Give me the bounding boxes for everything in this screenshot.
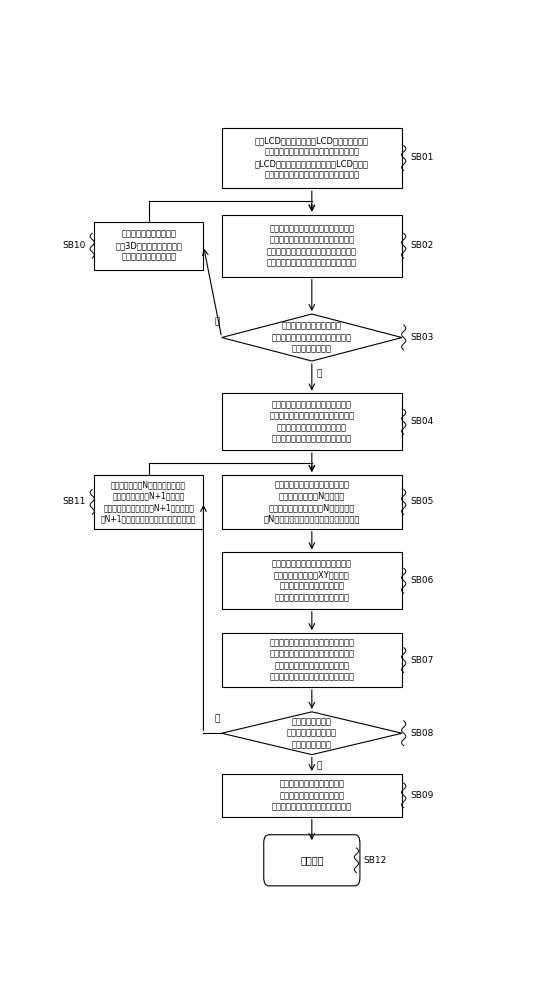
Text: 流程结束: 流程结束 xyxy=(300,855,324,865)
FancyBboxPatch shape xyxy=(222,552,402,609)
Text: SB04: SB04 xyxy=(410,417,433,426)
Text: SB09: SB09 xyxy=(410,791,434,800)
FancyBboxPatch shape xyxy=(222,215,402,277)
FancyBboxPatch shape xyxy=(222,633,402,687)
Text: SB03: SB03 xyxy=(410,333,434,342)
Text: SB07: SB07 xyxy=(410,656,434,665)
Text: SB02: SB02 xyxy=(410,241,433,250)
FancyBboxPatch shape xyxy=(222,128,402,188)
Polygon shape xyxy=(222,712,402,755)
Text: 开启LCD光固化打印机使LCD屏载入标定像素
坐标点透光块矩阵图像并将半透光单元覆盖
于LCD屏背光面使光源照射光透过LCD屏透光
块照射于半透光单元产生光斑矩: 开启LCD光固化打印机使LCD屏载入标定像素 坐标点透光块矩阵图像并将半透光单元… xyxy=(255,136,369,180)
FancyBboxPatch shape xyxy=(264,835,360,886)
Text: SB05: SB05 xyxy=(410,497,434,506)
Text: SB06: SB06 xyxy=(410,576,434,585)
Text: 控制单元根据得到的每个灰度
掩膜切片图像全屏优化灰度值
对各个切片掩膜图像进行光固化打印: 控制单元根据得到的每个灰度 掩膜切片图像全屏优化灰度值 对各个切片掩膜图像进行光… xyxy=(272,779,352,811)
FancyBboxPatch shape xyxy=(94,475,203,529)
Text: 否: 否 xyxy=(214,714,219,723)
Text: SB01: SB01 xyxy=(410,153,434,162)
Text: SB11: SB11 xyxy=(63,497,86,506)
Text: 否: 否 xyxy=(317,369,322,378)
Text: SB12: SB12 xyxy=(363,856,386,865)
FancyBboxPatch shape xyxy=(94,222,203,270)
Text: SB10: SB10 xyxy=(63,241,86,250)
Text: 控制单元判断各个
全屏优化灰度值是否都
大于或等于预设值: 控制单元判断各个 全屏优化灰度值是否都 大于或等于预设值 xyxy=(287,717,337,749)
Text: 控制单元通过图像拍摄单元获取半透光
单元背光面上显示的光斑矩阵状态图像
并以图像中每个光斑内各像素点灰度值的
平均值作为各标定像素坐标点初始灰度值: 控制单元通过图像拍摄单元获取半透光 单元背光面上显示的光斑矩阵状态图像 并以图像… xyxy=(267,224,357,267)
FancyBboxPatch shape xyxy=(222,475,402,529)
Text: 手动调节或控制单元调节
增强3D打印机光源照射强度
使半透光单元背光面增亮: 手动调节或控制单元调节 增强3D打印机光源照射强度 使半透光单元背光面增亮 xyxy=(115,230,182,262)
Text: 是: 是 xyxy=(317,762,322,771)
Text: 是: 是 xyxy=(214,317,219,326)
Text: 控制单元根据标定像素点对应得到的
各个灰度补偿差值在XY方向进行
图像缩放并运用插值补偿算法
求得全屏所有像素灰度差值插补值: 控制单元根据标定像素点对应得到的 各个灰度补偿差值在XY方向进行 图像缩放并运用… xyxy=(272,559,352,602)
FancyBboxPatch shape xyxy=(222,393,402,450)
Text: 控制单元通过移动存储设备或网络或
计算机输入待打印图形的灰度掩膜切片
图像并获取每个灰度掩膜切片中
各标定像素坐标点的掩膜标定灰度值: 控制单元通过移动存储设备或网络或 计算机输入待打印图形的灰度掩膜切片 图像并获取… xyxy=(269,400,355,443)
Text: 控制单元提取第N灰度补偿差值中的
非零最小值作为第N+1参考值，
再将各个初始灰度值减第N+1参考值得到
第N+1灰度补偿差值并形成灰度补偿差值表: 控制单元提取第N灰度补偿差值中的 非零最小值作为第N+1参考值， 再将各个初始灰… xyxy=(101,480,197,524)
Text: SB08: SB08 xyxy=(410,729,434,738)
Text: 控制单元判断光斑矩阵状态
图像上所有初始灰度值的平均灰度值
是否低于预设阈值: 控制单元判断光斑矩阵状态 图像上所有初始灰度值的平均灰度值 是否低于预设阈值 xyxy=(272,322,352,353)
Text: 控制单元将每个灰度掩膜切片图像所有
像素点的掩膜全屏灰度值对应减去各个
灰度差值插补值得到全屏所有像素
全屏优化灰度值并形成全屏优化灰度表: 控制单元将每个灰度掩膜切片图像所有 像素点的掩膜全屏灰度值对应减去各个 灰度差值… xyxy=(269,638,355,682)
Text: 控制单元提取各个初始灰度值中的
非零最小值作为第N参考值，
再将各个初始灰度值减第N参考值得到
第N次灰度补偿差值并形成灰度补偿差值表: 控制单元提取各个初始灰度值中的 非零最小值作为第N参考值， 再将各个初始灰度值减… xyxy=(264,480,360,524)
FancyBboxPatch shape xyxy=(222,774,402,817)
Polygon shape xyxy=(222,314,402,361)
